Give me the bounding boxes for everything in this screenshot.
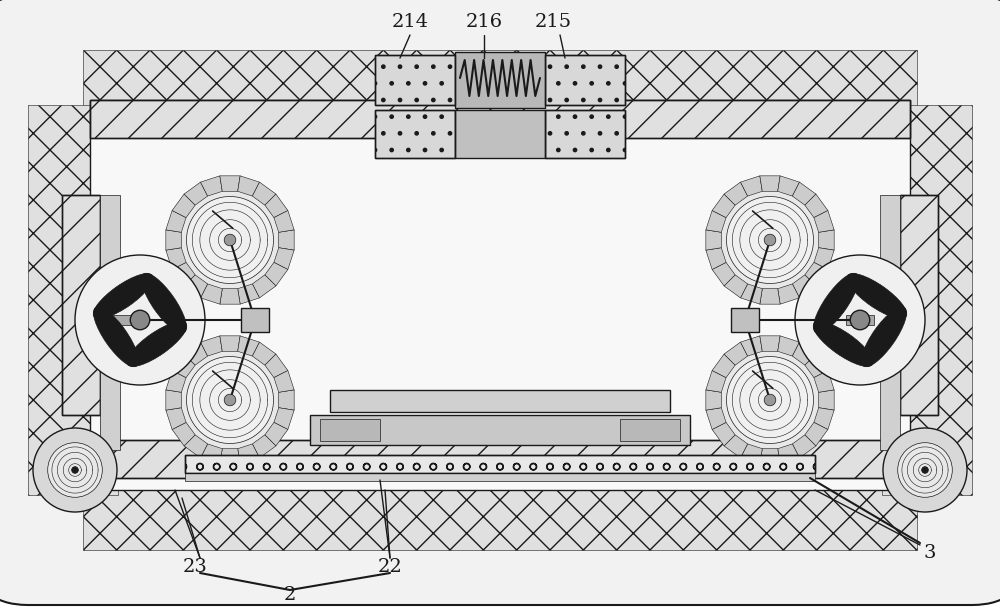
Bar xyxy=(83,50,917,135)
Text: 2: 2 xyxy=(284,586,296,604)
Polygon shape xyxy=(252,342,276,365)
Bar xyxy=(28,105,118,495)
Polygon shape xyxy=(741,444,762,464)
Bar xyxy=(90,440,910,478)
Polygon shape xyxy=(220,449,240,464)
Bar xyxy=(545,110,625,158)
Polygon shape xyxy=(184,275,208,298)
Polygon shape xyxy=(805,354,828,378)
Polygon shape xyxy=(706,370,726,392)
Polygon shape xyxy=(220,289,240,304)
Circle shape xyxy=(186,356,274,443)
Polygon shape xyxy=(778,176,799,196)
Polygon shape xyxy=(238,336,259,356)
Polygon shape xyxy=(166,407,186,429)
Circle shape xyxy=(48,443,102,497)
Circle shape xyxy=(172,182,288,298)
Bar xyxy=(310,415,690,445)
Polygon shape xyxy=(814,248,834,270)
Polygon shape xyxy=(166,390,181,410)
Circle shape xyxy=(850,310,870,330)
Bar xyxy=(880,195,900,450)
Polygon shape xyxy=(760,336,780,351)
Ellipse shape xyxy=(127,321,187,367)
Bar xyxy=(90,100,910,490)
Bar xyxy=(882,105,972,495)
Polygon shape xyxy=(805,422,828,446)
Ellipse shape xyxy=(861,307,906,367)
Polygon shape xyxy=(792,435,816,458)
Polygon shape xyxy=(819,390,834,410)
Polygon shape xyxy=(706,390,721,410)
Circle shape xyxy=(130,310,150,330)
Bar xyxy=(900,195,938,415)
Circle shape xyxy=(186,196,274,284)
Circle shape xyxy=(712,342,828,458)
Polygon shape xyxy=(201,176,222,196)
Bar xyxy=(320,419,380,441)
Bar xyxy=(545,55,625,105)
Polygon shape xyxy=(760,289,780,304)
Polygon shape xyxy=(814,407,834,429)
Bar xyxy=(100,195,120,450)
Bar xyxy=(62,195,100,415)
Bar xyxy=(375,110,455,158)
Polygon shape xyxy=(238,444,259,464)
Bar xyxy=(731,308,759,332)
Polygon shape xyxy=(805,194,828,218)
Polygon shape xyxy=(265,262,288,286)
Polygon shape xyxy=(792,342,816,365)
Bar xyxy=(90,100,910,138)
Polygon shape xyxy=(201,336,222,356)
Polygon shape xyxy=(805,262,828,286)
Polygon shape xyxy=(184,342,208,365)
Bar xyxy=(375,55,455,105)
Polygon shape xyxy=(184,182,208,205)
Bar xyxy=(90,100,910,138)
Polygon shape xyxy=(706,230,721,250)
Polygon shape xyxy=(238,176,259,196)
Bar xyxy=(112,315,140,325)
Polygon shape xyxy=(724,342,748,365)
Bar xyxy=(185,455,815,473)
Circle shape xyxy=(712,182,828,298)
Polygon shape xyxy=(166,230,181,250)
Polygon shape xyxy=(279,390,294,410)
Ellipse shape xyxy=(814,273,859,333)
Bar xyxy=(83,465,917,550)
Circle shape xyxy=(726,356,814,443)
Polygon shape xyxy=(279,230,294,250)
Circle shape xyxy=(883,428,967,512)
Polygon shape xyxy=(712,422,735,446)
Ellipse shape xyxy=(94,307,139,367)
Polygon shape xyxy=(724,182,748,205)
Text: 214: 214 xyxy=(391,13,429,31)
Polygon shape xyxy=(252,435,276,458)
Polygon shape xyxy=(265,194,288,218)
Polygon shape xyxy=(724,435,748,458)
Text: 216: 216 xyxy=(465,13,503,31)
Bar xyxy=(620,419,680,441)
Polygon shape xyxy=(274,248,294,270)
Polygon shape xyxy=(712,194,735,218)
Polygon shape xyxy=(760,449,780,464)
Polygon shape xyxy=(792,182,816,205)
Bar xyxy=(455,110,545,158)
Bar xyxy=(185,473,815,481)
Polygon shape xyxy=(814,210,834,232)
Polygon shape xyxy=(814,370,834,392)
Text: 23: 23 xyxy=(183,558,207,576)
Circle shape xyxy=(726,196,814,284)
Polygon shape xyxy=(778,284,799,304)
Polygon shape xyxy=(706,210,726,232)
Polygon shape xyxy=(184,435,208,458)
Polygon shape xyxy=(220,336,240,351)
Polygon shape xyxy=(201,284,222,304)
Polygon shape xyxy=(166,248,186,270)
Ellipse shape xyxy=(141,273,186,333)
Circle shape xyxy=(795,255,925,385)
Circle shape xyxy=(224,234,236,246)
Bar xyxy=(545,55,625,105)
Polygon shape xyxy=(172,354,195,378)
